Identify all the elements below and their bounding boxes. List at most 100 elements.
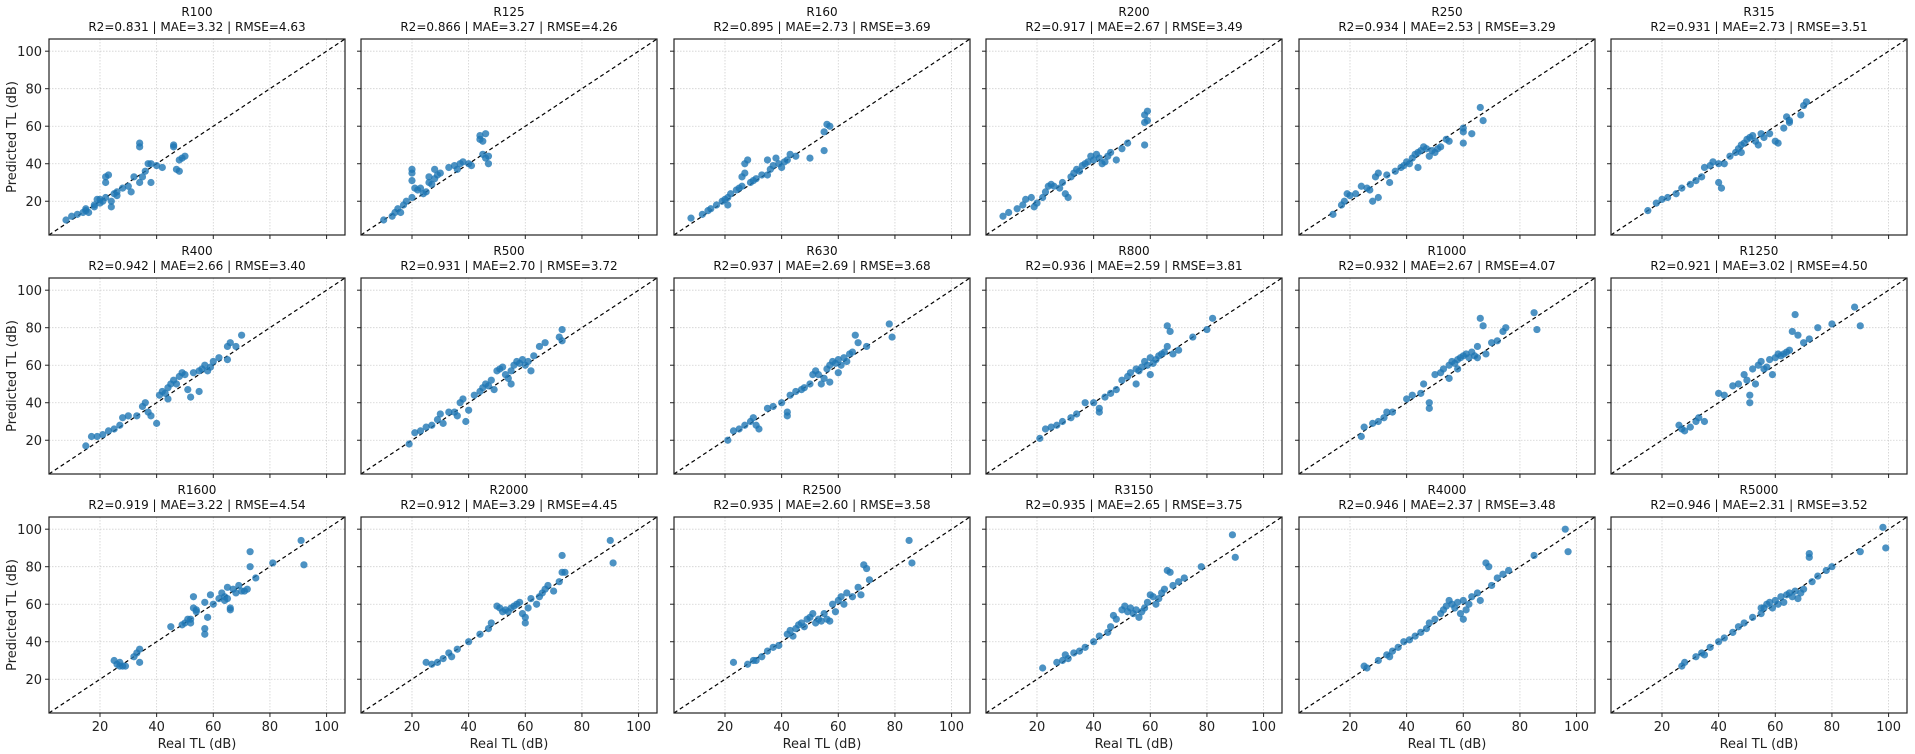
data-point <box>479 137 487 145</box>
data-point <box>1027 193 1035 202</box>
data-point <box>1709 158 1717 166</box>
data-point <box>1454 365 1462 373</box>
data-point <box>727 190 735 198</box>
data-point <box>755 425 763 433</box>
subplot-metrics: R2=0.895 | MAE=2.73 | RMSE=3.69 <box>713 20 930 34</box>
data-point <box>1146 354 1154 362</box>
data-point <box>209 357 217 366</box>
data-point <box>1101 393 1109 401</box>
data-point <box>1352 190 1360 198</box>
data-point <box>550 587 558 595</box>
data-point <box>226 339 234 347</box>
data-point <box>1788 593 1796 601</box>
y-axis-label: Predicted TL (dB) <box>5 81 20 193</box>
subplot-title: R3150 <box>1115 483 1154 497</box>
axes-frame <box>360 277 658 475</box>
data-point <box>482 130 490 138</box>
data-point <box>1050 182 1058 190</box>
data-point <box>490 385 498 394</box>
data-point <box>1095 154 1103 162</box>
data-point <box>453 645 461 653</box>
data-point <box>1005 208 1013 217</box>
data-point <box>826 617 834 625</box>
data-point <box>232 342 240 351</box>
data-point <box>1468 130 1476 138</box>
data-point <box>1118 145 1126 153</box>
data-point <box>1203 325 1211 334</box>
data-point <box>758 171 766 179</box>
data-point <box>1149 593 1157 601</box>
subplot-title: R1250 <box>1740 244 1779 258</box>
axes-frame <box>1298 277 1596 475</box>
data-point <box>1814 572 1822 580</box>
data-point <box>1785 346 1794 354</box>
data-point <box>1681 658 1689 666</box>
x-tick-label: 20 <box>404 720 421 735</box>
data-point <box>459 158 467 166</box>
data-point <box>1499 570 1507 578</box>
data-point <box>476 630 484 638</box>
subplot-title: R315 <box>1743 5 1774 19</box>
data-point <box>1431 370 1439 379</box>
x-tick-label: 40 <box>1398 720 1415 735</box>
data-point <box>141 167 149 175</box>
data-point <box>854 339 862 347</box>
data-point <box>422 423 430 431</box>
data-point <box>1329 210 1337 218</box>
data-point <box>1124 139 1132 147</box>
x-tick-label: 80 <box>574 720 591 735</box>
data-point <box>1476 103 1484 112</box>
data-point <box>1459 124 1467 132</box>
data-point <box>518 355 527 364</box>
data-point <box>73 210 81 218</box>
data-point <box>436 410 444 418</box>
data-point <box>1479 322 1487 330</box>
data-point <box>1805 553 1813 561</box>
subplot-metrics: R2=0.937 | MAE=2.69 | RMSE=3.68 <box>713 259 930 273</box>
data-point <box>778 163 786 172</box>
data-point <box>1380 414 1388 422</box>
axes-frame <box>48 38 346 236</box>
data-point <box>1695 414 1703 422</box>
data-point <box>555 578 563 586</box>
data-point <box>1788 327 1796 336</box>
data-point <box>1414 163 1422 172</box>
x-tick-label: 20 <box>92 720 109 735</box>
axes-frame <box>360 38 658 236</box>
data-point <box>1652 199 1660 207</box>
data-point <box>1090 638 1098 646</box>
data-point <box>863 342 871 351</box>
data-point <box>1132 606 1140 614</box>
data-point <box>181 152 189 160</box>
data-point <box>1163 322 1171 330</box>
data-point <box>1075 167 1084 175</box>
subplot-title: R200 <box>1118 5 1149 19</box>
data-point <box>516 598 524 606</box>
data-point <box>1686 423 1694 431</box>
data-point <box>138 173 147 181</box>
data-point <box>1180 574 1188 582</box>
data-point <box>133 412 141 420</box>
data-point <box>433 416 442 424</box>
data-point <box>1794 331 1802 339</box>
data-point <box>1850 303 1859 311</box>
data-point <box>1459 139 1467 147</box>
data-point <box>1780 598 1788 606</box>
data-point <box>1766 130 1774 138</box>
axes-frame <box>985 38 1283 236</box>
data-point <box>820 609 828 618</box>
data-point <box>999 212 1007 220</box>
data-point <box>1095 408 1103 416</box>
data-point <box>484 382 493 390</box>
data-point <box>837 361 845 369</box>
data-point <box>1856 322 1864 330</box>
data-point <box>1729 382 1737 390</box>
data-point <box>1488 339 1496 347</box>
data-point <box>175 167 183 175</box>
data-point <box>1780 124 1788 132</box>
data-point <box>1451 604 1459 612</box>
data-point <box>724 201 732 209</box>
data-point <box>238 331 246 339</box>
data-point <box>1036 434 1044 442</box>
